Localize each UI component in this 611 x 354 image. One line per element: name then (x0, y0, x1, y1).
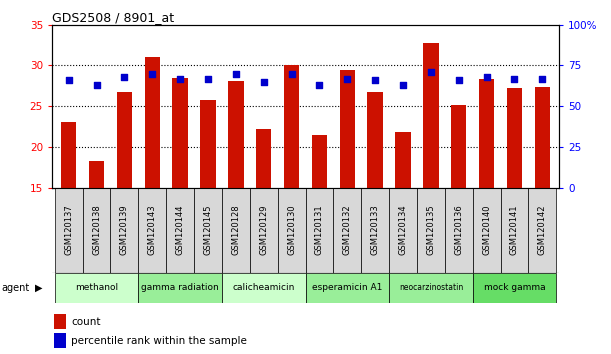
Bar (535, 87, 550, 188)
Bar (111, 188, 138, 273)
Text: GSM120141: GSM120141 (510, 205, 519, 255)
Bar (395, 132, 411, 188)
Bar (138, 273, 222, 303)
Bar (228, 81, 244, 188)
Point (426, 69, 436, 75)
Text: GSM120139: GSM120139 (120, 205, 129, 256)
Bar (423, 43, 439, 188)
Bar (256, 129, 271, 188)
Point (231, 71, 241, 76)
Point (287, 71, 296, 76)
Point (147, 71, 157, 76)
Bar (54, 314, 66, 329)
Text: neocarzinostatin: neocarzinostatin (399, 283, 463, 292)
Point (342, 76, 352, 81)
Bar (82, 188, 111, 273)
Bar (145, 57, 160, 188)
Point (315, 82, 324, 88)
Text: GSM120140: GSM120140 (482, 205, 491, 255)
Bar (473, 273, 556, 303)
Text: GSM120134: GSM120134 (398, 205, 408, 256)
Bar (500, 188, 529, 273)
Bar (367, 92, 383, 188)
Bar (340, 70, 355, 188)
Point (203, 76, 213, 81)
Bar (361, 188, 389, 273)
Point (120, 74, 130, 80)
Text: ▶: ▶ (35, 282, 43, 293)
Text: methanol: methanol (75, 283, 118, 292)
Point (510, 76, 519, 81)
Bar (473, 188, 500, 273)
Point (538, 76, 547, 81)
Bar (334, 188, 361, 273)
Text: GSM120136: GSM120136 (454, 205, 463, 256)
Bar (89, 161, 104, 188)
Bar (61, 122, 76, 188)
Bar (222, 188, 250, 273)
Bar (194, 188, 222, 273)
Bar (55, 188, 82, 273)
Bar (172, 78, 188, 188)
Text: GSM120131: GSM120131 (315, 205, 324, 256)
Text: GSM120135: GSM120135 (426, 205, 436, 256)
Bar (306, 273, 389, 303)
Text: GSM120130: GSM120130 (287, 205, 296, 256)
Text: esperamicin A1: esperamicin A1 (312, 283, 382, 292)
Text: GSM120145: GSM120145 (203, 205, 213, 255)
Text: GDS2508 / 8901_at: GDS2508 / 8901_at (52, 11, 174, 24)
Text: count: count (71, 316, 100, 327)
Bar (306, 188, 334, 273)
Text: GSM120142: GSM120142 (538, 205, 547, 255)
Text: agent: agent (1, 282, 29, 293)
Bar (529, 188, 556, 273)
Point (481, 74, 491, 80)
Text: GSM120144: GSM120144 (175, 205, 185, 255)
Text: percentile rank within the sample: percentile rank within the sample (71, 336, 247, 346)
Bar (479, 79, 494, 188)
Point (398, 82, 408, 88)
Point (92, 82, 101, 88)
Bar (389, 188, 417, 273)
Bar (222, 273, 306, 303)
Bar (117, 92, 132, 188)
Bar (277, 188, 306, 273)
Bar (417, 188, 445, 273)
Text: GSM120129: GSM120129 (259, 205, 268, 255)
Text: calicheamicin: calicheamicin (233, 283, 295, 292)
Point (454, 77, 464, 83)
Bar (200, 100, 216, 188)
Bar (284, 65, 299, 188)
Text: gamma radiation: gamma radiation (141, 283, 219, 292)
Text: GSM120128: GSM120128 (232, 205, 240, 256)
Bar (445, 188, 473, 273)
Text: GSM120138: GSM120138 (92, 205, 101, 256)
Text: GSM120143: GSM120143 (148, 205, 157, 256)
Bar (138, 188, 166, 273)
Text: mock gamma: mock gamma (484, 283, 545, 292)
Bar (451, 104, 466, 188)
Bar (55, 273, 138, 303)
Bar (389, 273, 473, 303)
Point (64, 77, 73, 83)
Text: GSM120137: GSM120137 (64, 205, 73, 256)
Bar (166, 188, 194, 273)
Point (175, 76, 185, 81)
Bar (312, 135, 327, 188)
Bar (54, 333, 66, 348)
Bar (507, 88, 522, 188)
Text: GSM120132: GSM120132 (343, 205, 352, 256)
Point (259, 79, 269, 85)
Point (370, 77, 380, 83)
Bar (250, 188, 277, 273)
Text: GSM120133: GSM120133 (371, 205, 379, 256)
